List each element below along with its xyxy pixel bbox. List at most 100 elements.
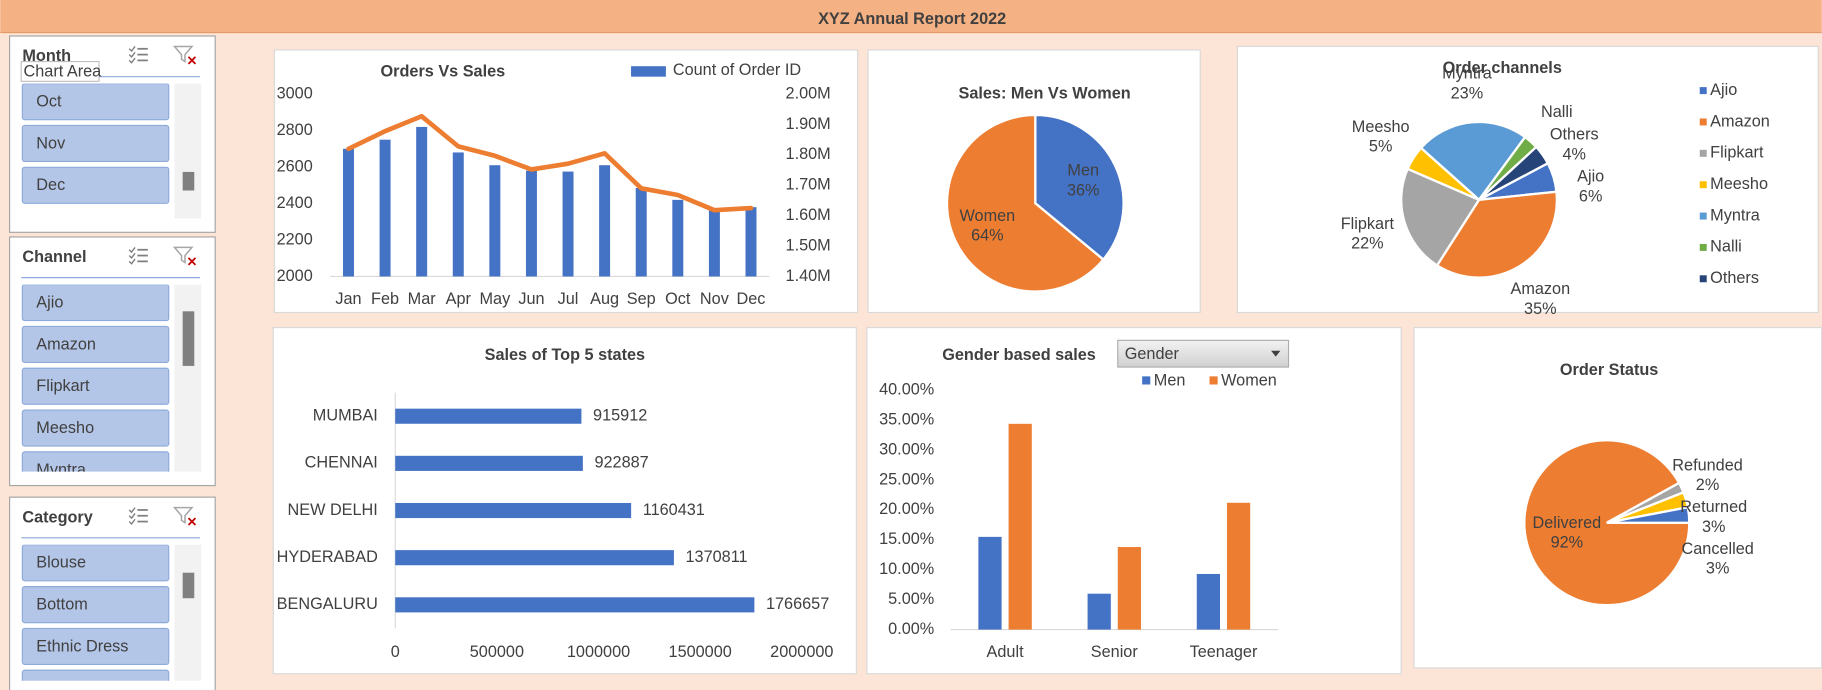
pie-slice xyxy=(1435,190,1559,279)
clear-filter-icon[interactable] xyxy=(172,506,194,525)
slicer-button[interactable] xyxy=(21,83,170,121)
chart-title: Sales: Men Vs Women xyxy=(958,84,1130,102)
y2-tick-label: 2.00M xyxy=(786,84,831,102)
x-tick-label: May xyxy=(479,290,511,308)
y-tick-label: 2600 xyxy=(277,157,313,175)
icon-check[interactable] xyxy=(128,247,136,254)
chart-title: Gender based sales xyxy=(942,346,1096,364)
slicer: Channel Ajio Amazon Flipkart Meesho Myntra xyxy=(9,236,216,488)
slicer-button[interactable] xyxy=(21,451,170,488)
slicer-item: Ethnic Dress xyxy=(36,637,128,655)
scroll-thumb[interactable] xyxy=(182,572,195,599)
legend-swatch xyxy=(1699,149,1707,157)
legend-swatch xyxy=(1699,181,1707,189)
icon-check[interactable] xyxy=(128,51,136,58)
slicer-item: Bottom xyxy=(36,595,87,613)
slicer-button[interactable] xyxy=(21,669,170,690)
slicer-button[interactable] xyxy=(21,166,170,204)
bar xyxy=(672,199,684,277)
scroll-thumb[interactable] xyxy=(182,311,195,366)
legend-label: Flipkart xyxy=(1710,144,1764,162)
x-tick-label: Adult xyxy=(987,643,1025,661)
clear-filter-x[interactable] xyxy=(187,56,197,65)
y-tick-label: 3000 xyxy=(277,84,313,102)
clear-filter-icon[interactable] xyxy=(172,45,194,63)
dropdown-arrow[interactable] xyxy=(1271,350,1281,357)
data-label-name: Returned xyxy=(1680,498,1747,516)
icon-check[interactable] xyxy=(128,252,136,259)
x-tick-label: Dec xyxy=(737,290,766,308)
icon-check[interactable] xyxy=(128,258,136,265)
data-label: 36% xyxy=(1067,181,1100,199)
clear-filter-icon[interactable] xyxy=(172,246,194,264)
clear-filter-x[interactable] xyxy=(187,257,197,266)
data-label: 6% xyxy=(1579,187,1603,205)
x-tick-label: Teenager xyxy=(1190,643,1258,661)
slicer-button[interactable] xyxy=(21,284,170,322)
slicer-button[interactable] xyxy=(21,586,170,624)
slicer-item: Nov xyxy=(36,134,66,152)
x-tick-label: Sep xyxy=(627,290,656,308)
slicer-button[interactable] xyxy=(21,367,170,405)
data-label: 3% xyxy=(1706,560,1730,578)
x-tick-label: Apr xyxy=(446,290,472,308)
icon-check[interactable] xyxy=(128,46,136,53)
icon-check[interactable] xyxy=(128,507,136,514)
scroll-thumb[interactable] xyxy=(182,171,195,191)
legend-label: Meesho xyxy=(1710,175,1768,193)
icon-check[interactable] xyxy=(128,57,136,64)
slicer-button[interactable] xyxy=(21,325,170,364)
data-label: 2% xyxy=(1696,476,1720,494)
y-tick-label: 0.00% xyxy=(888,620,934,638)
legend-swatch xyxy=(631,66,666,77)
bar xyxy=(562,171,574,277)
x-tick-label: Oct xyxy=(665,290,691,308)
slicer-button[interactable] xyxy=(21,544,170,582)
slicer-item: Meesho xyxy=(36,419,94,437)
y-tick-label: 10.00% xyxy=(879,560,934,578)
x-tick-label: Mar xyxy=(408,290,437,308)
y2-tick-label: 1.60M xyxy=(786,206,831,224)
slicer-button[interactable] xyxy=(21,627,170,666)
slicer-title: Category xyxy=(22,508,92,526)
y-tick-label: HYDERABAD xyxy=(277,548,378,566)
y-tick-label: 30.00% xyxy=(879,440,934,458)
x-tick-label: Jul xyxy=(558,290,579,308)
bar xyxy=(395,550,674,566)
bar xyxy=(395,502,632,519)
data-label: 22% xyxy=(1351,235,1384,253)
y-tick-label: 15.00% xyxy=(879,530,934,548)
y2-tick-label: 1.50M xyxy=(786,236,831,254)
x-tick-label: Aug xyxy=(590,290,619,308)
slicer-item: Flipkart xyxy=(36,377,90,395)
x-tick-label: Senior xyxy=(1091,643,1139,661)
legend-swatch xyxy=(1699,243,1707,251)
slicer-button[interactable] xyxy=(21,124,170,163)
slicer-item: Blouse xyxy=(36,554,86,572)
legend-label: Others xyxy=(1710,269,1759,287)
bar xyxy=(635,188,647,277)
bar xyxy=(1226,502,1251,630)
filter-dropdown[interactable] xyxy=(1117,339,1290,368)
icon-check[interactable] xyxy=(128,518,136,525)
bar xyxy=(599,165,611,277)
icon-check[interactable] xyxy=(128,513,136,520)
legend-label: Count of Order ID xyxy=(673,61,801,79)
pie-slice xyxy=(1606,505,1691,524)
bar xyxy=(708,208,720,277)
slicer-item: Dec xyxy=(36,176,65,194)
y-tick-label: 5.00% xyxy=(888,590,934,608)
legend-label: Men xyxy=(1154,371,1186,389)
bar xyxy=(1087,593,1111,630)
bar xyxy=(1117,547,1141,630)
slicer: Category Blouse Bottom Ethnic Dress xyxy=(9,496,216,690)
x-tick-label: 0 xyxy=(391,643,400,661)
clear-filter-x[interactable] xyxy=(187,517,197,526)
slicer-button[interactable] xyxy=(21,409,170,447)
line-series xyxy=(346,113,754,213)
bar xyxy=(416,126,428,277)
data-label-name: Myntra xyxy=(1442,65,1493,83)
y-tick-label: 35.00% xyxy=(879,411,934,429)
bar xyxy=(379,139,391,277)
